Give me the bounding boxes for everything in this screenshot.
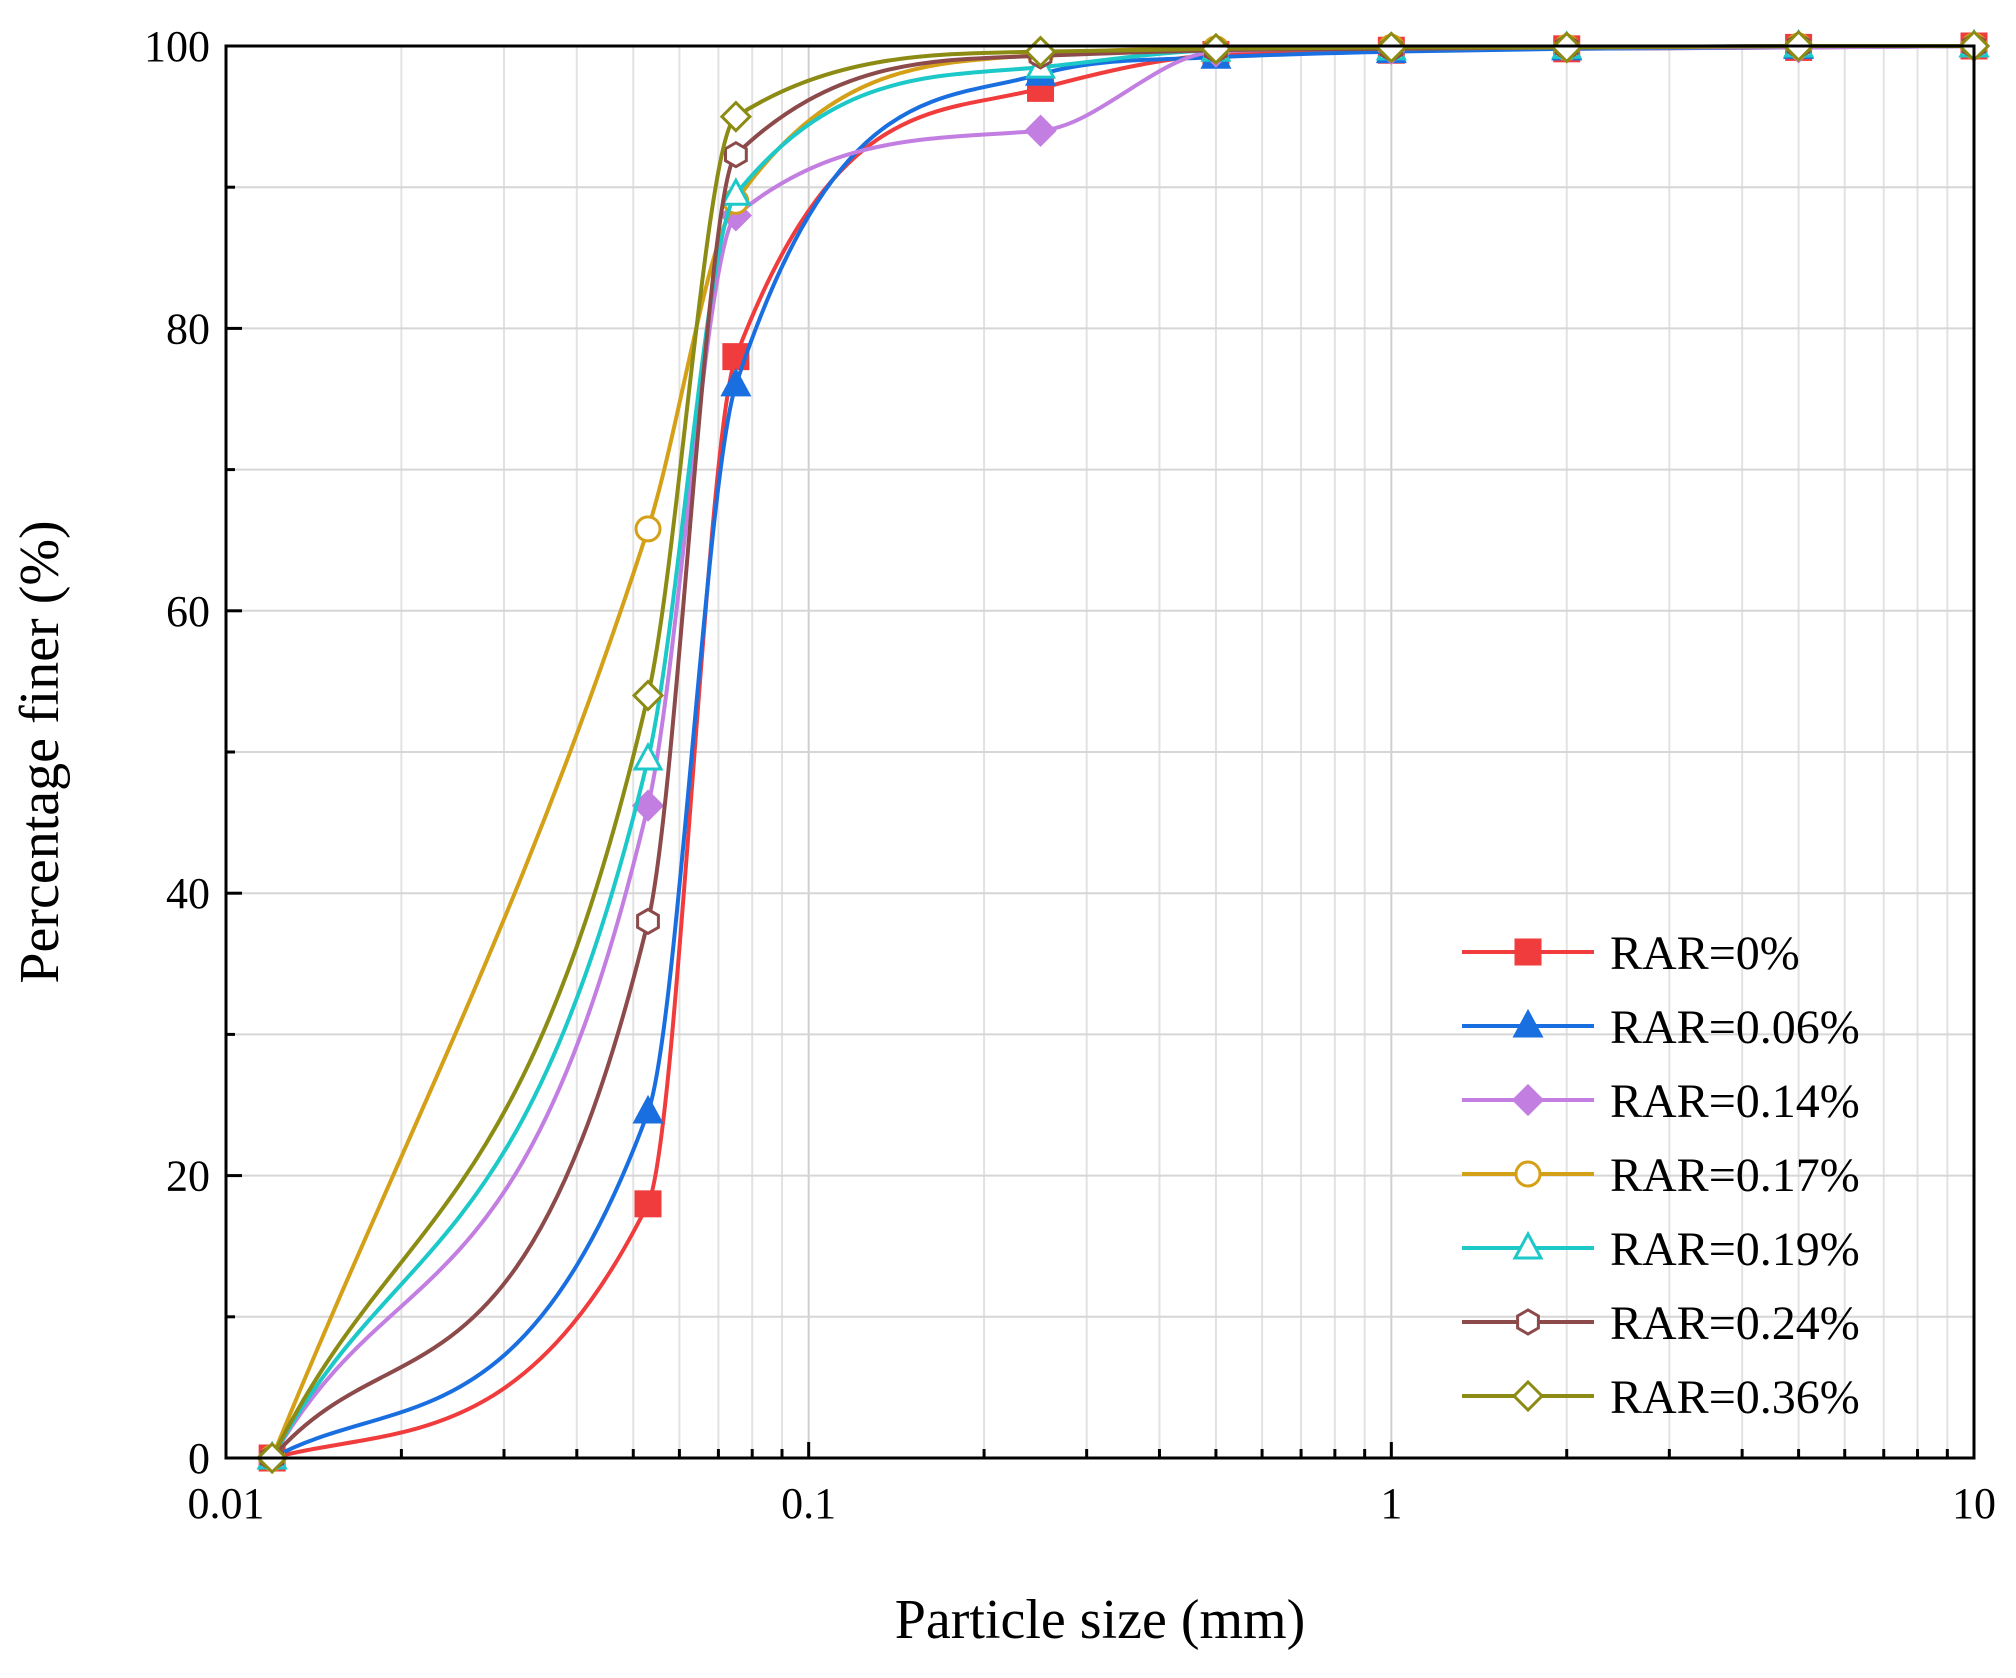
legend-entry: RAR=0.36% (1462, 1371, 1860, 1424)
y-tick-label: 80 (166, 304, 210, 353)
triangle-marker (1512, 1230, 1544, 1260)
legend-entry: RAR=0.14% (1462, 1075, 1860, 1128)
diamond-marker (719, 100, 752, 133)
diamond-marker (1024, 114, 1057, 147)
hexagon-marker (724, 140, 748, 169)
triangle-marker (1512, 1008, 1544, 1038)
legend-entry: RAR=0.17% (1462, 1149, 1860, 1202)
square-marker (1514, 938, 1542, 966)
legend-label: RAR=0.17% (1610, 1149, 1860, 1202)
grid (226, 46, 1974, 1458)
y-tick-label: 60 (166, 587, 210, 636)
legend-entry: RAR=0.24% (1462, 1297, 1860, 1350)
diamond-marker (1511, 1379, 1545, 1413)
triangle-marker (632, 1094, 664, 1124)
legend-label: RAR=0.24% (1610, 1297, 1860, 1350)
triangle-marker (720, 367, 752, 397)
legend-entry: RAR=0% (1462, 927, 1800, 980)
y-tick-label: 0 (188, 1434, 210, 1483)
legend-label: RAR=0% (1610, 927, 1800, 980)
diamond-marker (1199, 32, 1233, 65)
hexagon-marker (1516, 1308, 1540, 1336)
hexagon-marker (636, 907, 660, 936)
square-marker (634, 1190, 662, 1218)
diamond-marker (631, 679, 665, 712)
y-tick-label: 20 (166, 1152, 210, 1201)
legend-entry: RAR=0.06% (1462, 1001, 1860, 1054)
y-tick-label: 40 (166, 869, 210, 918)
triangle-marker (632, 741, 664, 771)
x-tick-label: 10 (1952, 1479, 1996, 1528)
triangle-marker (720, 177, 752, 206)
legend: RAR=0% RAR=0.06% RAR=0.14% RAR=0.17% RAR=0.1… (1462, 927, 1860, 1424)
x-axis-title: Particle size (mm) (895, 1589, 1306, 1651)
legend-entry: RAR=0.19% (1462, 1223, 1860, 1276)
legend-label: RAR=0.19% (1610, 1223, 1860, 1276)
legend-label: RAR=0.36% (1610, 1371, 1860, 1424)
x-tick-label: 1 (1380, 1479, 1402, 1528)
y-tick-label: 100 (144, 22, 210, 71)
x-tick-label: 0.1 (781, 1479, 836, 1528)
circle-marker (634, 515, 662, 543)
x-tick-label: 0.01 (188, 1479, 265, 1528)
circle-marker (1514, 1160, 1542, 1188)
y-axis-title: Percentage finer (%) (9, 520, 71, 983)
legend-label: RAR=0.06% (1610, 1001, 1860, 1054)
legend-label: RAR=0.14% (1610, 1075, 1860, 1128)
diamond-marker (1511, 1083, 1545, 1117)
